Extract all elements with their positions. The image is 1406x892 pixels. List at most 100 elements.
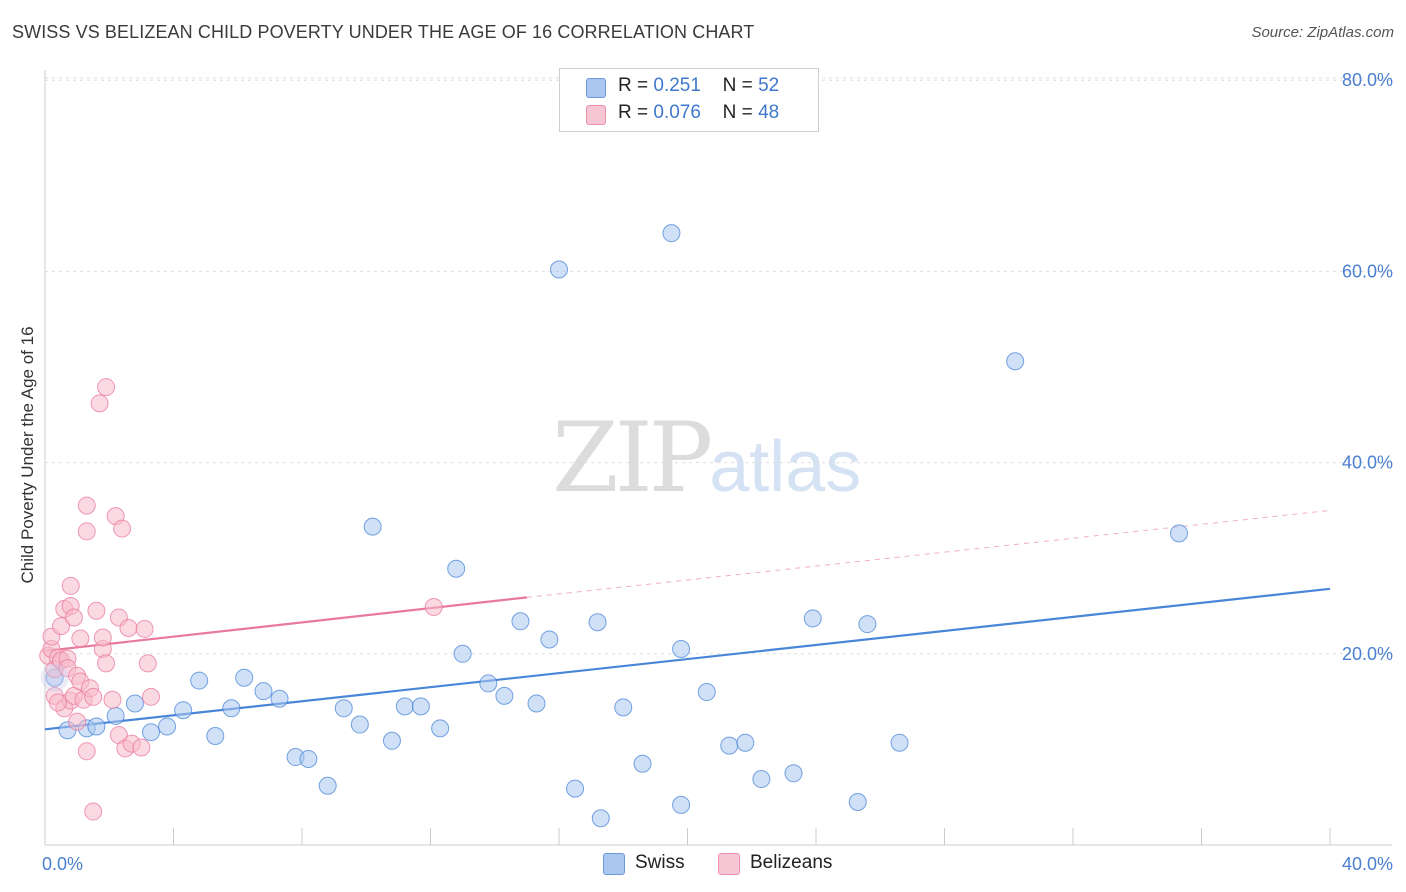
data-point-swiss [614,698,633,717]
series-legend-swatch-swiss [603,853,625,875]
data-point-swiss [495,686,514,705]
trend-lines [44,509,1331,731]
watermark-atlas: atlas [709,427,862,507]
trend-extension-belizeans [526,509,1331,598]
data-point-swiss [566,779,585,798]
data-point-swiss [672,640,691,659]
data-point-swiss [318,776,337,795]
data-point-belizeans [84,802,103,821]
x-tick-label: 0.0% [42,854,83,874]
data-point-belizeans [61,576,80,595]
data-point-belizeans [113,519,132,538]
data-point-swiss [395,697,414,716]
data-point-swiss [752,770,771,789]
data-point-swiss [720,736,739,755]
series-legend-label-swiss: Swiss [635,852,685,873]
data-point-swiss [206,727,225,746]
data-point-swiss [511,612,530,631]
data-point-belizeans [119,618,138,637]
data-point-swiss [453,644,472,663]
data-point-swiss [848,792,867,811]
legend-r-value: 0.251 [653,75,701,96]
data-point-swiss [890,733,909,752]
axes [44,70,1392,846]
data-point-swiss [784,764,803,783]
y-tick-label: 80.0% [1342,70,1393,90]
data-point-belizeans [48,693,67,712]
data-point-swiss [235,668,254,687]
legend-n-label: N = [722,102,753,123]
data-point-swiss [299,749,318,768]
legend-swatch-swiss [586,78,606,98]
data-point-swiss [254,682,273,701]
data-point-swiss [591,809,610,828]
data-point-swiss [222,699,241,718]
data-point-swiss [588,613,607,632]
legend-swatch-belizeans [586,105,606,125]
data-point-belizeans [132,738,151,757]
data-point-swiss [858,615,877,634]
data-point-belizeans [424,597,443,616]
data-point-swiss [527,694,546,713]
data-point-belizeans [135,619,154,638]
data-point-swiss [633,754,652,773]
data-point-belizeans [138,654,157,673]
data-point-swiss [158,717,177,736]
y-tick-label: 60.0% [1342,261,1393,281]
y-tick-label: 40.0% [1342,453,1393,473]
watermark: ZIPatlas [552,402,861,514]
data-point-swiss [382,731,401,750]
data-point-swiss [550,260,568,279]
data-point-belizeans [90,394,109,413]
trend-line-swiss [44,587,1331,731]
data-point-belizeans [87,601,106,620]
legend-r-value: 0.076 [653,102,701,123]
data-point-cluster [40,663,69,692]
data-point-belizeans [97,654,116,673]
y-tick-label: 20.0% [1342,644,1393,664]
data-point-belizeans [77,742,96,761]
data-point-swiss [1170,524,1189,543]
chart-title: SWISS VS BELIZEAN CHILD POVERTY UNDER TH… [12,22,755,42]
data-point-belizeans [64,608,83,627]
x-tick-label: 40.0% [1342,854,1393,874]
data-point-swiss [672,795,691,814]
data-point-swiss [479,674,498,693]
chart-source: Source: ZipAtlas.com [1251,24,1394,41]
data-point-belizeans [68,712,87,731]
data-point-swiss [174,701,193,720]
data-point-swiss [803,609,822,628]
data-point-belizeans [71,629,90,648]
series-legend-label-belizeans: Belizeans [750,852,833,873]
data-point-swiss [447,559,466,578]
grid-lines [45,77,1392,655]
data-point-swiss [142,723,161,742]
data-point-belizeans [103,690,122,709]
legend-n-label: N = [722,75,753,96]
data-point-swiss [736,733,755,752]
legend-r-label: R = [618,75,649,96]
data-point-belizeans [97,378,116,397]
data-point-belizeans [52,617,71,636]
legend-r-label: R = [618,102,649,123]
y-axis-title: Child Poverty Under the Age of 16 [18,326,37,583]
data-point-swiss [350,715,369,734]
data-point-swiss [270,689,289,708]
trend-line-belizeans [44,596,527,653]
data-point-swiss [363,517,382,536]
data-point-swiss [697,683,716,702]
data-point-swiss [540,630,559,649]
data-point-swiss [87,717,106,736]
series-legend-swatch-belizeans [718,853,740,875]
data-point-belizeans [77,522,96,541]
data-point-belizeans [93,628,112,647]
data-point-belizeans [142,687,161,706]
data-point-swiss [1006,352,1025,371]
data-point-belizeans [77,496,96,515]
legend-n-value: 52 [758,75,780,96]
data-point-swiss [190,671,209,690]
data-point-swiss [662,224,681,243]
data-point-swiss [431,719,450,738]
data-point-belizeans [84,687,103,706]
